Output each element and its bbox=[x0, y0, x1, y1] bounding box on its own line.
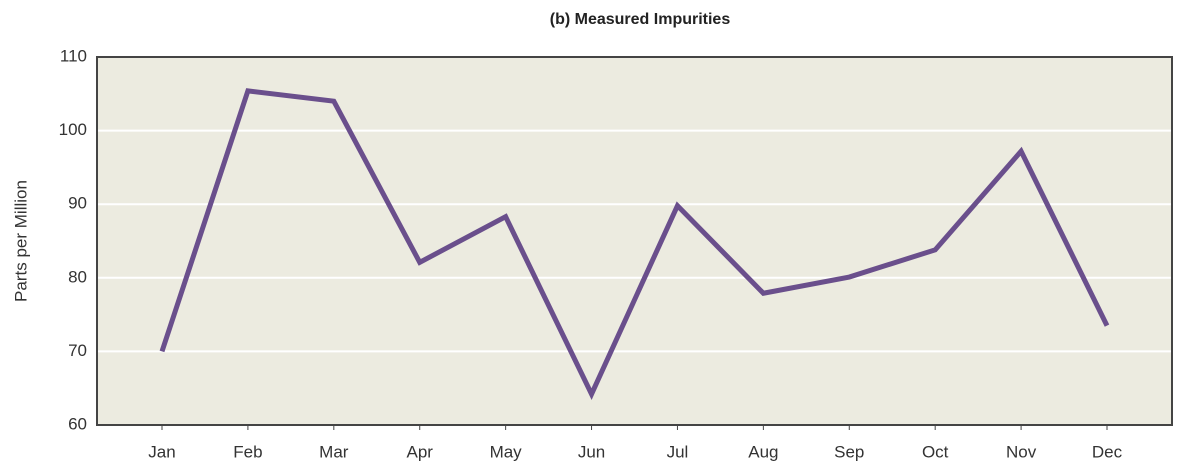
y-axis-label: Parts per Million bbox=[11, 180, 30, 302]
y-tick-label: 80 bbox=[68, 267, 87, 286]
plot-area bbox=[97, 57, 1172, 425]
y-tick-label: 100 bbox=[59, 120, 87, 139]
x-tick-label: Feb bbox=[233, 442, 262, 461]
x-tick-label: Dec bbox=[1092, 442, 1123, 461]
plot-border bbox=[96, 56, 1173, 426]
x-tick-label: Mar bbox=[319, 442, 349, 461]
x-tick-label: Sep bbox=[834, 442, 864, 461]
x-tick-label: Nov bbox=[1006, 442, 1037, 461]
y-tick-label: 90 bbox=[68, 194, 87, 213]
y-tick-label: 110 bbox=[60, 46, 87, 65]
chart-title: (b) Measured Impurities bbox=[550, 11, 731, 28]
y-tick-label: 60 bbox=[68, 414, 87, 433]
x-tick-label: Aug bbox=[748, 442, 778, 461]
data-line bbox=[159, 88, 1110, 400]
x-tick-label: Jan bbox=[148, 442, 175, 461]
x-tick-label: May bbox=[490, 442, 523, 461]
x-tick-label: Apr bbox=[406, 442, 433, 461]
x-tick-label: Jul bbox=[667, 442, 689, 461]
y-tick-label: 70 bbox=[68, 341, 87, 360]
x-tick-label: Jun bbox=[578, 442, 605, 461]
x-tick-label: Oct bbox=[922, 442, 949, 461]
